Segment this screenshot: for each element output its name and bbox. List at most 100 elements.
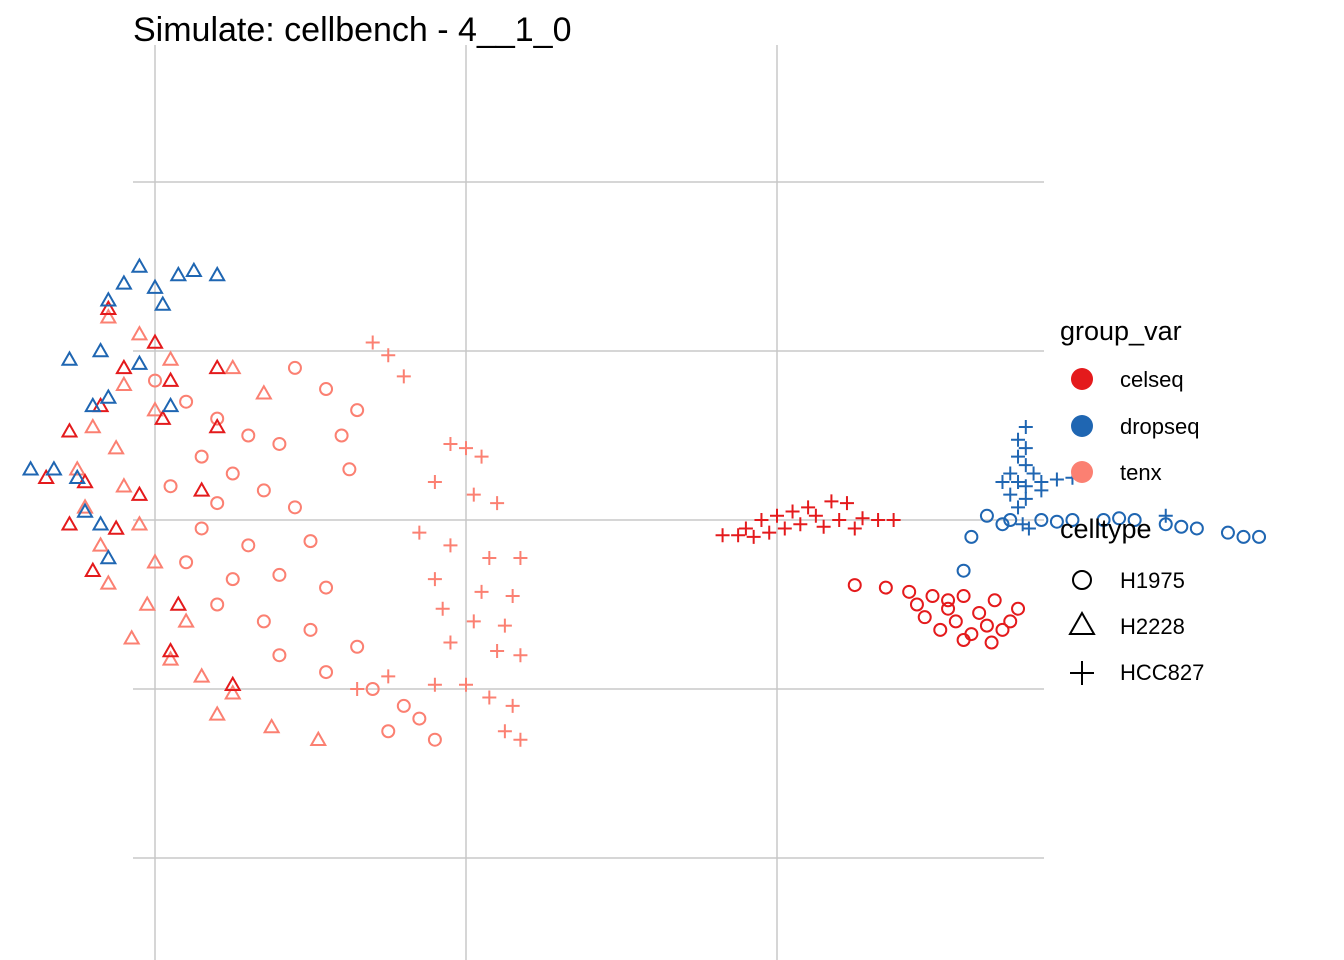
- point-tenx-hcc827-10: [443, 538, 458, 553]
- point-dropseq-hcc827-5: [1003, 466, 1018, 481]
- legend-label-h1975: H1975: [1120, 568, 1185, 593]
- point-dropseq-h2228-5: [99, 291, 118, 307]
- point-dropseq-h1975-12: [995, 517, 1010, 532]
- point-tenx-h2228-0: [99, 308, 118, 324]
- point-dropseq-h1975-1: [1003, 513, 1018, 527]
- point-celseq-h1975-2: [902, 584, 917, 599]
- point-celseq-h2228-12: [192, 481, 211, 497]
- point-celseq-h1975-10: [948, 614, 963, 629]
- point-tenx-h1975-5: [194, 449, 209, 464]
- point-tenx-h2228-20: [208, 705, 226, 721]
- point-celseq-hcc827-13: [777, 521, 792, 536]
- legend-key-tenx: [1071, 461, 1093, 483]
- point-dropseq-h2228-10: [99, 388, 118, 404]
- point-tenx-h2228-15: [177, 612, 195, 628]
- point-dropseq-h1975-15: [1174, 519, 1189, 534]
- point-dropseq-h2228-12: [84, 396, 102, 413]
- point-dropseq-h1975-2: [1034, 513, 1049, 527]
- point-dropseq-h2228-4: [185, 261, 203, 277]
- point-dropseq-hcc827-19: [1158, 508, 1173, 523]
- point-tenx-h2228-21: [262, 718, 281, 734]
- point-tenx-hcc827-9: [412, 525, 427, 540]
- point-celseq-h2228-3: [161, 371, 180, 387]
- legend-title-celltype: celltype: [1060, 514, 1152, 544]
- point-dropseq-hcc827-6: [1026, 466, 1041, 481]
- point-tenx-h2228-14: [138, 595, 156, 611]
- point-tenx-hcc827-15: [505, 589, 520, 604]
- point-tenx-hcc827-5: [474, 449, 489, 464]
- point-tenx-h1975-32: [334, 428, 349, 443]
- point-tenx-hcc827-29: [513, 732, 528, 747]
- point-celseq-h2228-6: [154, 409, 172, 425]
- point-celseq-h1975-19: [941, 593, 956, 608]
- point-dropseq-h1975-7: [1189, 521, 1204, 536]
- point-tenx-hcc827-21: [513, 648, 528, 663]
- point-tenx-hcc827-26: [505, 698, 520, 713]
- point-dropseq-h1975-10: [1252, 529, 1267, 544]
- point-tenx-h2228-18: [192, 667, 211, 683]
- point-tenx-h1975-14: [179, 555, 194, 570]
- point-tenx-h1975-12: [241, 538, 256, 553]
- point-dropseq-hcc827-10: [1003, 487, 1018, 502]
- point-tenx-hcc827-7: [466, 487, 481, 502]
- point-tenx-hcc827-22: [381, 669, 396, 684]
- point-tenx-h2228-7: [68, 460, 86, 476]
- data-points: [21, 257, 1267, 747]
- point-tenx-hcc827-13: [427, 572, 442, 587]
- point-tenx-h1975-15: [225, 572, 240, 587]
- point-dropseq-h2228-17: [91, 515, 110, 531]
- point-dropseq-h2228-18: [99, 549, 118, 565]
- point-celseq-h2228-0: [99, 299, 118, 315]
- point-dropseq-hcc827-16: [995, 474, 1010, 489]
- point-tenx-h2228-22: [309, 730, 327, 746]
- point-celseq-hcc827-12: [793, 517, 808, 532]
- point-dropseq-h2228-2: [169, 265, 188, 282]
- point-celseq-hcc827-5: [824, 494, 839, 509]
- point-celseq-hcc827-2: [770, 508, 784, 523]
- point-tenx-h2228-10: [130, 515, 149, 531]
- point-tenx-h2228-16: [122, 629, 141, 645]
- point-celseq-h1975-11: [979, 618, 994, 633]
- point-celseq-hcc827-15: [746, 529, 761, 544]
- point-celseq-hcc827-11: [886, 513, 901, 527]
- point-tenx-h1975-0: [148, 373, 162, 388]
- point-dropseq-h2228-19: [208, 265, 226, 282]
- point-tenx-h1975-28: [427, 732, 442, 747]
- point-tenx-hcc827-6: [427, 474, 442, 489]
- point-tenx-hcc827-11: [482, 551, 497, 566]
- point-tenx-h2228-4: [146, 401, 164, 417]
- point-tenx-hcc827-8: [490, 496, 505, 511]
- point-tenx-h1975-6: [225, 466, 240, 481]
- point-tenx-hcc827-24: [459, 677, 473, 692]
- point-celseq-h1975-15: [956, 632, 971, 647]
- point-tenx-hcc827-12: [513, 551, 528, 566]
- point-tenx-h1975-18: [210, 597, 225, 612]
- point-dropseq-h2228-14: [45, 460, 63, 476]
- point-celseq-h1975-9: [917, 610, 932, 625]
- point-celseq-hcc827-9: [855, 511, 870, 526]
- point-tenx-hcc827-17: [466, 614, 481, 629]
- point-tenx-h2228-13: [99, 574, 118, 590]
- point-tenx-h1975-20: [303, 622, 318, 637]
- point-tenx-h2228-24: [255, 384, 273, 400]
- point-celseq-h2228-7: [60, 422, 79, 438]
- point-tenx-hcc827-14: [474, 584, 489, 599]
- point-dropseq-hcc827-14: [1049, 472, 1064, 487]
- point-celseq-hcc827-8: [832, 513, 847, 527]
- point-tenx-h1975-29: [287, 360, 302, 375]
- point-tenx-hcc827-28: [497, 724, 512, 739]
- point-tenx-h1975-26: [412, 711, 427, 726]
- point-tenx-h2228-2: [161, 350, 180, 366]
- point-celseq-hcc827-14: [762, 525, 777, 540]
- point-celseq-hcc827-10: [871, 513, 886, 527]
- point-tenx-h1975-31: [350, 403, 365, 418]
- point-tenx-h2228-12: [146, 553, 164, 569]
- point-celseq-h1975-12: [933, 622, 948, 637]
- point-tenx-h2228-3: [115, 375, 133, 392]
- point-tenx-h1975-23: [319, 665, 334, 680]
- point-celseq-hcc827-16: [731, 528, 746, 543]
- point-dropseq-h1975-4: [1096, 513, 1111, 527]
- legend-key-plus-icon: [1070, 661, 1094, 685]
- point-tenx-h2228-17: [161, 650, 180, 666]
